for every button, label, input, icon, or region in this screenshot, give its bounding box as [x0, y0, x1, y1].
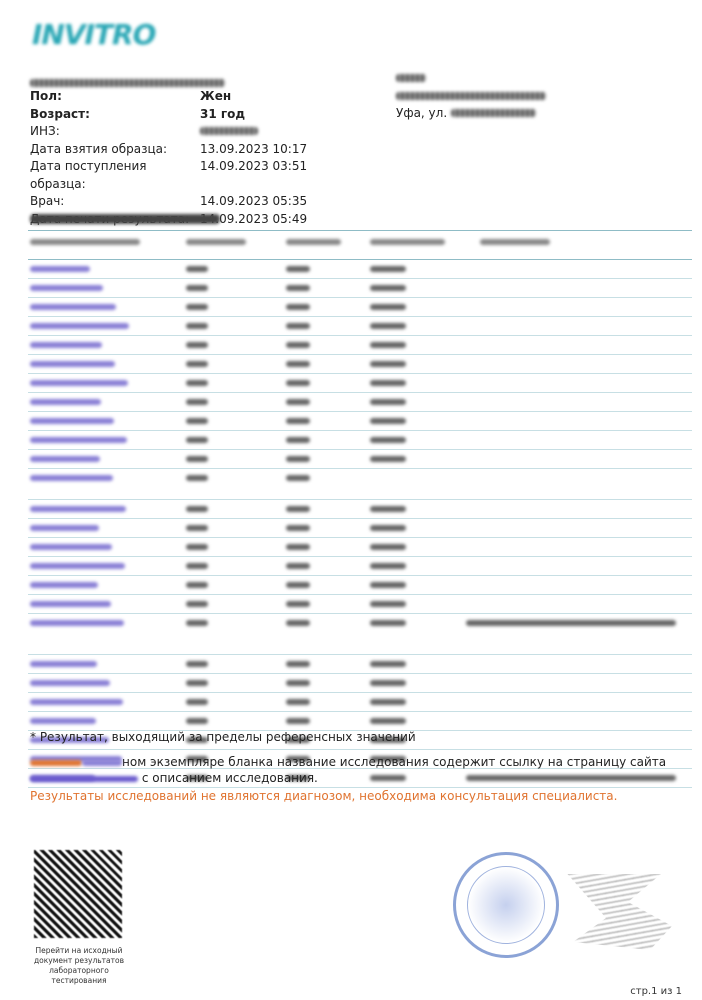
table-row	[28, 336, 692, 355]
info-row: Врач: 14.09.2023 05:35	[30, 193, 307, 211]
results-table	[28, 230, 692, 788]
section-title-redacted	[30, 214, 220, 224]
table-row	[28, 614, 692, 655]
info-row: ИНЗ:	[30, 123, 307, 141]
info-label: Возраст:	[30, 106, 90, 121]
table-row	[28, 298, 692, 317]
info-label: ИНЗ:	[30, 124, 60, 138]
info-label: Дата поступления образца:	[30, 159, 147, 191]
table-row	[28, 450, 692, 469]
page-number: стр.1 из 1	[630, 986, 682, 997]
table-row	[28, 557, 692, 576]
table-row	[28, 750, 692, 769]
info-row: Возраст: 31 год	[30, 106, 307, 124]
table-row	[28, 500, 692, 519]
table-row	[28, 260, 692, 279]
patient-info: Пол: Жен Возраст: 31 год ИНЗ: Дата взятия обр…	[30, 88, 307, 228]
site-link[interactable]	[30, 776, 138, 782]
table-row	[28, 317, 692, 336]
table-row	[28, 412, 692, 431]
table-row	[28, 674, 692, 693]
table-row	[28, 279, 692, 298]
table-row	[28, 595, 692, 614]
info-label: Пол:	[30, 89, 62, 103]
table-row	[28, 355, 692, 374]
signature	[567, 874, 672, 950]
lab-stamp-inner	[467, 866, 545, 944]
table-row	[28, 712, 692, 731]
table-row	[28, 374, 692, 393]
lab-stamp	[453, 852, 559, 958]
info-value: 13.09.2023 10:17	[200, 141, 308, 156]
info-label: Дата взятия образца:	[30, 141, 168, 156]
lab-logo: INVITRO	[32, 18, 160, 51]
info-row: Дата взятия образца: 13.09.2023 10:17	[30, 141, 307, 159]
info-value	[200, 123, 258, 141]
table-row	[28, 655, 692, 674]
table-row	[28, 393, 692, 412]
info-label: Врач:	[30, 194, 65, 208]
table-row	[28, 431, 692, 450]
svg-text:INVITRO: INVITRO	[32, 18, 156, 50]
table-row	[28, 731, 692, 750]
table-row	[28, 576, 692, 595]
address-prefix: Уфа, ул.	[396, 106, 448, 120]
table-row	[28, 519, 692, 538]
table-row	[28, 693, 692, 712]
table-row	[28, 469, 692, 500]
table-header	[28, 230, 692, 260]
disclaimer: Результаты исследований не являются диаг…	[30, 789, 618, 803]
info-value: 14.09.2023 05:35	[200, 194, 308, 208]
qr-caption: Перейти на исходный документ результатов…	[33, 946, 125, 985]
info-value: 14.09.2023 03:51	[200, 159, 308, 173]
organization-info: Уфа, ул.	[396, 70, 546, 123]
info-value: 14.09.2023 05:49	[200, 211, 308, 226]
info-value: 31 год	[200, 106, 246, 121]
patient-name-redacted	[30, 72, 225, 91]
info-value: Жен	[200, 89, 232, 103]
site-link-note: ном экземпляре бланка название исследова…	[30, 754, 690, 786]
qr-code[interactable]	[34, 850, 122, 938]
info-row: Дата поступления образца: 14.09.2023 03:5…	[30, 158, 307, 193]
table-row	[28, 538, 692, 557]
info-row: Пол: Жен	[30, 88, 307, 106]
footnote: * Результат, выходящий за пределы рефере…	[30, 730, 416, 744]
